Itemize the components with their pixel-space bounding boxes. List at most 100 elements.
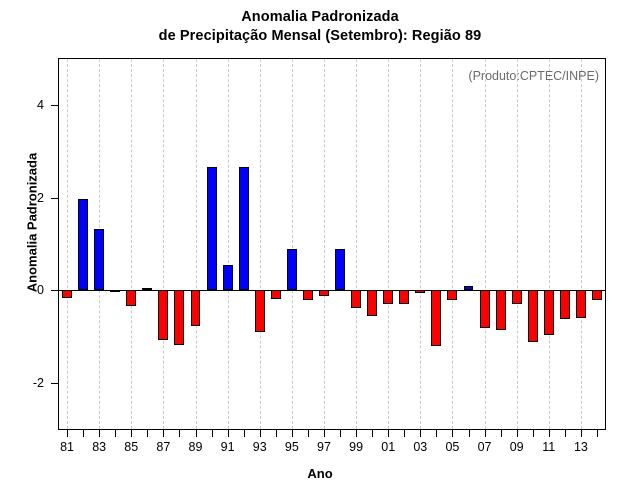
x-tick-mark: [323, 430, 325, 437]
bar-93: [254, 290, 265, 333]
x-tick-mark: [468, 430, 470, 437]
gridline: [227, 59, 229, 429]
x-tick-mark: [227, 430, 229, 437]
bar-81: [62, 290, 72, 299]
x-tick-mark: [99, 430, 101, 437]
bar-99: [351, 290, 362, 308]
x-tick-mark: [195, 430, 197, 437]
gridline: [484, 59, 486, 429]
gridline: [67, 59, 69, 429]
bar-98: [335, 249, 345, 291]
bar-91: [222, 264, 233, 291]
x-tick-mark: [548, 430, 550, 437]
bar-83: [94, 228, 105, 291]
gridline: [580, 59, 582, 429]
x-tick-mark: [67, 430, 69, 437]
x-tick-label: 83: [92, 440, 107, 454]
x-tick-label: 05: [445, 440, 460, 454]
gridline: [323, 59, 325, 429]
bar-85: [126, 290, 137, 306]
x-tick-label: 07: [477, 440, 492, 454]
bar-09: [511, 290, 522, 304]
x-tick-mark: [356, 430, 358, 437]
x-tick-label: 99: [349, 440, 364, 454]
x-axis-label: Ano: [307, 466, 333, 481]
bar-87: [158, 290, 169, 341]
x-tick-mark: [307, 430, 309, 437]
gridline: [356, 59, 358, 429]
x-tick-mark: [259, 430, 261, 437]
bar-82: [78, 199, 89, 291]
x-tick-mark: [211, 430, 213, 437]
bar-94: [270, 290, 281, 299]
gridline: [516, 59, 518, 429]
bar-07: [479, 290, 490, 329]
x-tick-label: 13: [573, 440, 588, 454]
x-tick-mark: [291, 430, 293, 437]
x-tick-label: 87: [156, 440, 171, 454]
x-tick-mark: [388, 430, 390, 437]
x-tick-mark: [83, 430, 85, 437]
bar-08: [495, 290, 506, 331]
y-tick-mark: [51, 105, 58, 107]
chart-title: Anomalia Padronizada de Precipitação Men…: [0, 8, 640, 46]
zero-baseline: [59, 290, 605, 292]
bar-12: [559, 290, 570, 320]
x-tick-mark: [131, 430, 133, 437]
x-tick-mark: [147, 430, 149, 437]
x-tick-label: 91: [220, 440, 235, 454]
x-tick-mark: [179, 430, 181, 437]
x-tick-label: 03: [413, 440, 428, 454]
bar-88: [174, 290, 185, 346]
x-tick-label: 97: [317, 440, 331, 454]
y-tick-mark: [51, 382, 58, 384]
x-tick-mark: [580, 430, 582, 437]
gridline: [163, 59, 165, 429]
x-tick-label: 09: [509, 440, 524, 454]
x-tick-mark: [596, 430, 598, 437]
bar-90: [206, 166, 217, 291]
bar-00: [367, 290, 378, 317]
bar-13: [575, 290, 586, 318]
bar-11: [543, 290, 554, 335]
x-tick-mark: [564, 430, 566, 437]
x-tick-label: 95: [284, 440, 299, 454]
bar-02: [399, 290, 410, 304]
chart-title-line-1: Anomalia Padronizada: [241, 9, 399, 25]
bar-95: [286, 249, 297, 291]
x-tick-mark: [452, 430, 454, 437]
x-tick-mark: [163, 430, 165, 437]
gridline: [420, 59, 422, 429]
bar-06: [463, 285, 474, 291]
x-tick-label: 11: [542, 440, 556, 454]
y-axis-label: Anomalia Padronizada: [24, 152, 40, 293]
gridline: [452, 59, 454, 429]
bar-04: [431, 290, 442, 347]
y-tick-mark: [51, 290, 58, 292]
x-tick-mark: [372, 430, 374, 437]
gridline: [131, 59, 133, 429]
x-tick-mark: [500, 430, 502, 437]
gridline: [291, 59, 293, 429]
x-tick-label: 93: [252, 440, 267, 454]
chart-title-line-2: de Precipitação Mensal (Setembro): Regiã…: [158, 28, 482, 44]
x-tick-mark: [420, 430, 422, 437]
x-tick-mark: [404, 430, 406, 437]
bar-14: [591, 290, 602, 300]
x-tick-label: 01: [381, 440, 396, 454]
bar-89: [190, 290, 201, 326]
gridline: [388, 59, 390, 429]
y-tick-label: 0: [37, 283, 44, 298]
bar-05: [447, 290, 458, 301]
x-tick-mark: [340, 430, 342, 437]
x-tick-mark: [115, 430, 117, 437]
gridline: [548, 59, 550, 429]
x-tick-mark: [275, 430, 277, 437]
x-tick-label: 89: [188, 440, 203, 454]
bar-86: [142, 287, 153, 291]
y-tick-label: 2: [37, 190, 44, 205]
y-tick-label: -2: [32, 375, 44, 390]
bar-10: [527, 290, 538, 342]
x-tick-mark: [484, 430, 486, 437]
